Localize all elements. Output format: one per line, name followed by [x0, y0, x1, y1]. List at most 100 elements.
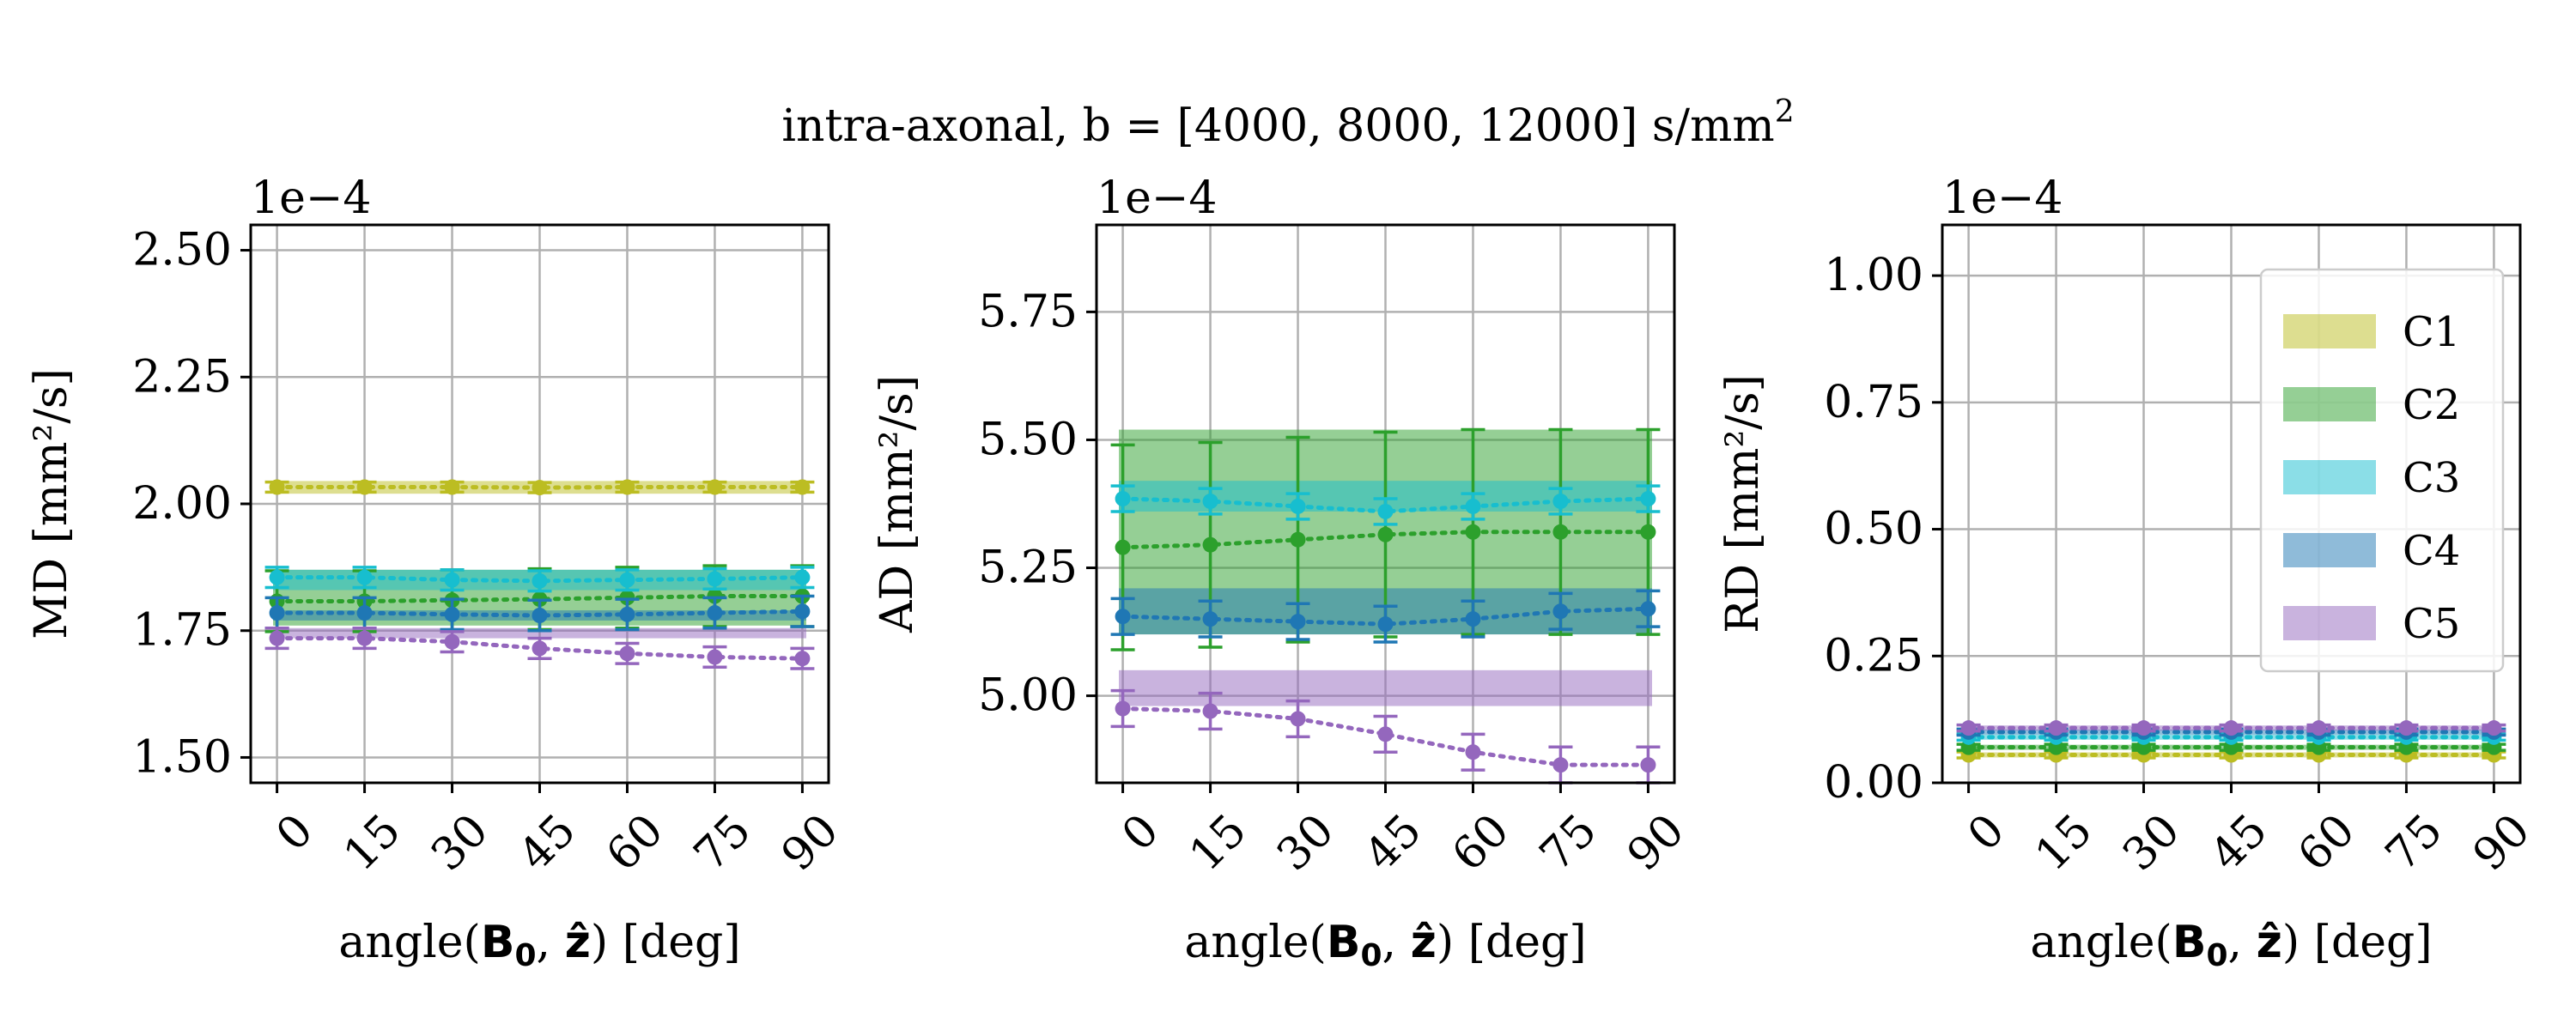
- data-point-C3: [1202, 494, 1218, 510]
- data-point-C5: [2486, 720, 2502, 736]
- y-tick-label: 1.00: [1824, 250, 1923, 301]
- data-point-C5: [1290, 711, 1306, 727]
- data-point-C5: [1552, 757, 1569, 773]
- data-point-C5: [1115, 700, 1131, 717]
- legend-swatch-C1: [2283, 314, 2376, 348]
- chart-panel-1: 1.501.752.002.252.500 15 30 45 60 75 901e−4MD …: [26, 173, 848, 973]
- data-point-C2: [1465, 524, 1481, 540]
- data-point-C4: [1202, 611, 1218, 627]
- legend-swatch-C5: [2283, 606, 2376, 640]
- data-point-C4: [269, 605, 285, 621]
- data-point-C3: [619, 572, 635, 588]
- series-C3: [1110, 484, 1661, 526]
- data-point-C5: [2398, 720, 2415, 736]
- data-point-C5: [532, 640, 548, 657]
- data-point-C2: [1377, 526, 1394, 542]
- y-tick-label: 2.50: [132, 225, 232, 276]
- data-point-C4: [707, 605, 723, 621]
- data-point-C2: [1115, 539, 1131, 555]
- data-point-C4: [1115, 609, 1131, 625]
- series-C3: [264, 566, 815, 593]
- data-point-C1: [269, 479, 285, 495]
- data-point-C5: [2136, 720, 2152, 736]
- data-point-C4: [1552, 603, 1569, 620]
- data-point-C3: [1115, 491, 1131, 507]
- data-point-C5: [1202, 703, 1218, 719]
- data-point-C2: [1202, 536, 1218, 553]
- offset-text: 1e−4: [1942, 173, 2063, 224]
- figure-title-superscript: 2: [1775, 94, 1795, 130]
- y-tick-label: 1.75: [132, 605, 232, 657]
- data-point-C4: [794, 603, 811, 620]
- y-tick-label: 0.75: [1824, 377, 1923, 428]
- data-point-C2: [707, 588, 723, 604]
- data-point-C5: [1960, 720, 1977, 736]
- data-point-C3: [1465, 498, 1481, 514]
- data-point-C5: [2048, 720, 2064, 736]
- data-point-C2: [1290, 531, 1306, 548]
- data-point-C3: [1377, 503, 1394, 519]
- data-point-C5: [1377, 726, 1394, 742]
- band-C5: [1119, 670, 1652, 706]
- data-point-C3: [1290, 498, 1306, 514]
- legend-swatch-C2: [2283, 387, 2376, 421]
- data-point-C3: [356, 569, 373, 585]
- y-tick-label: 0.00: [1824, 757, 1923, 809]
- data-point-C4: [1377, 616, 1394, 633]
- legend-frame: [2259, 268, 2505, 673]
- y-tick-label: 5.25: [978, 542, 1078, 594]
- series-C4: [1110, 589, 1661, 644]
- y-axis-label: MD [mm²/s]: [26, 368, 77, 639]
- legend-label-C2: C2: [2403, 381, 2460, 429]
- series-C5: [1956, 720, 2506, 736]
- data-point-C5: [1465, 744, 1481, 760]
- data-point-C1: [444, 479, 460, 495]
- data-point-C3: [1640, 491, 1656, 507]
- y-tick-label: 0.25: [1824, 630, 1923, 682]
- data-point-C4: [356, 605, 373, 621]
- data-point-C5: [1640, 757, 1656, 773]
- data-point-C5: [794, 651, 811, 667]
- data-point-C5: [269, 630, 285, 646]
- data-point-C4: [1290, 614, 1306, 630]
- data-point-C2: [1640, 524, 1656, 540]
- y-tick-label: 0.50: [1824, 504, 1923, 555]
- band-C5: [273, 627, 806, 639]
- y-tick-label: 2.25: [132, 351, 232, 403]
- legend-label-C3: C3: [2403, 454, 2460, 502]
- y-axis-label: RD [mm²/s]: [1717, 374, 1769, 633]
- data-point-C1: [532, 480, 548, 496]
- y-axis-label: AD [mm²/s]: [872, 375, 923, 633]
- data-point-C1: [356, 479, 373, 495]
- y-tick-label: 5.75: [978, 286, 1078, 337]
- y-tick-label: 2.00: [132, 478, 232, 530]
- data-point-C4: [619, 606, 635, 622]
- data-point-C5: [707, 649, 723, 665]
- legend-swatch-C3: [2283, 460, 2376, 494]
- data-point-C5: [2223, 720, 2239, 736]
- offset-text: 1e−4: [1097, 173, 1218, 224]
- legend-label-C4: C4: [2403, 527, 2460, 575]
- data-point-C4: [532, 608, 548, 623]
- data-point-C3: [269, 569, 285, 585]
- data-point-C3: [794, 569, 811, 585]
- x-axis-label: angle(B0, ẑ) [deg]: [338, 917, 740, 973]
- x-axis-label: angle(B0, ẑ) [deg]: [1184, 917, 1586, 973]
- series-C5: [264, 627, 815, 670]
- legend-swatch-C4: [2283, 533, 2376, 567]
- data-point-C4: [1640, 601, 1656, 617]
- data-point-C4: [1465, 611, 1481, 627]
- data-point-C2: [619, 590, 635, 606]
- data-point-C5: [619, 645, 635, 662]
- data-point-C3: [707, 571, 723, 587]
- data-point-C1: [707, 479, 723, 495]
- data-point-C1: [619, 479, 635, 495]
- legend-label-C5: C5: [2403, 600, 2460, 648]
- series-C4: [264, 594, 815, 633]
- data-point-C5: [356, 630, 373, 646]
- series-C1: [264, 479, 815, 496]
- y-tick-label: 5.50: [978, 414, 1078, 465]
- data-point-C2: [1552, 524, 1569, 540]
